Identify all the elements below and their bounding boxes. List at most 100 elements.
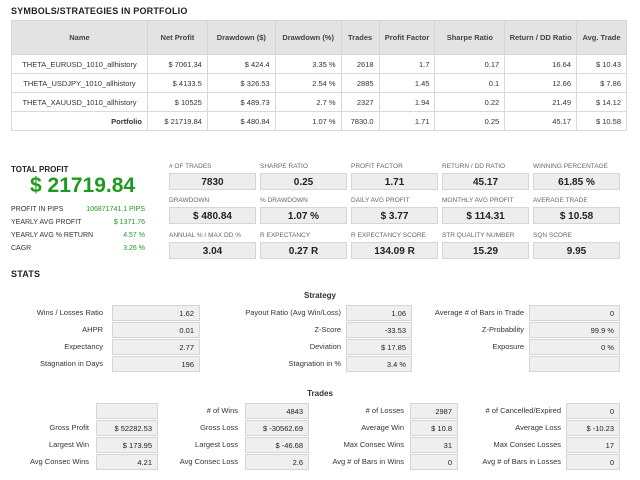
metric-label: % DRAWDOWN: [260, 197, 308, 204]
col-header-drawdown-pct[interactable]: Drawdown (%): [274, 20, 342, 55]
metric-winning-percentage: WINNING PERCENTAGE 61.85 %: [533, 163, 620, 190]
table-row[interactable]: THETA_EURUSD_1010_allhistory $ 7061.34 $…: [11, 54, 627, 74]
metric-drawdown: DRAWDOWN $ 480.84: [169, 197, 256, 224]
total-profit-label: TOTAL PROFIT: [11, 165, 69, 174]
stat-label: Largest Win: [48, 440, 89, 449]
col-header-sharpe-ratio[interactable]: Sharpe Ratio: [434, 20, 506, 55]
stat-value: -33.53: [346, 322, 412, 338]
col-header-avg-trade[interactable]: Avg. Trade: [576, 20, 627, 55]
stat-label: Max Consec Wins: [343, 440, 404, 449]
summary-row-cagr: CAGR 3.26 %: [11, 245, 145, 252]
metric-value: 45.17: [442, 173, 529, 190]
cell-net-profit: $ 4133.5: [146, 73, 208, 93]
cell-drawdown-pct: 3.35 %: [274, 54, 342, 74]
summary-label: PROFIT IN PIPS: [11, 206, 64, 213]
metric-str-quality-number: STR QUALITY NUMBER 15.29: [442, 232, 529, 259]
cell-name: Portfolio: [11, 111, 148, 131]
stat-value: 0.01: [112, 322, 200, 338]
metric-label: ANNUAL % / MAX DD %: [169, 232, 241, 239]
metric-value: $ 10.58: [533, 207, 620, 224]
stat-label: Average # of Bars in Trade: [434, 308, 524, 317]
cell-net-profit: $ 21719.84: [146, 111, 208, 131]
metric-label: SQN SCORE: [533, 232, 573, 239]
stat-label: AHPR: [82, 325, 103, 334]
cell-profit-factor: 1.7: [378, 54, 436, 74]
stat-label: Stagnation in %: [288, 359, 341, 368]
cell-avg-trade: $ 10.58: [576, 111, 627, 131]
metric-value: 134.09 R: [351, 242, 438, 259]
stat-value: 31: [410, 437, 458, 453]
stat-value: 1.06: [346, 305, 412, 321]
stat-label: [5, 403, 89, 419]
metric-value: 1.07 %: [260, 207, 347, 224]
table-row-portfolio-total[interactable]: Portfolio $ 21719.84 $ 480.84 1.07 % 783…: [11, 111, 627, 131]
stat-label: Largest Loss: [195, 440, 238, 449]
cell-sharpe-ratio: 0.17: [434, 54, 506, 74]
stat-value: $ 52282.53: [96, 420, 158, 436]
cell-return-dd: 45.17: [504, 111, 578, 131]
cell-profit-factor: 1.71: [378, 111, 436, 131]
cell-name: THETA_USDJPY_1010_allhistory: [11, 73, 148, 93]
cell-return-dd: 16.64: [504, 54, 578, 74]
metric-label: # OF TRADES: [169, 163, 212, 170]
col-header-net-profit[interactable]: Net Profit: [146, 20, 208, 55]
metric-value: 0.25: [260, 173, 347, 190]
stat-label: Stagnation in Days: [40, 359, 103, 368]
stat-label: Expectancy: [64, 342, 103, 351]
stat-label: Avg Consec Wins: [29, 457, 89, 466]
cell-avg-trade: $ 7.86: [576, 73, 627, 93]
summary-label: YEARLY AVG PROFIT: [11, 219, 82, 226]
stat-value: 0: [566, 403, 620, 419]
metric-value: $ 3.77: [351, 207, 438, 224]
summary-label: CAGR: [11, 245, 32, 252]
stat-value: 1.62: [112, 305, 200, 321]
stat-value: $ 17.85: [346, 339, 412, 355]
metric-value: 7830: [169, 173, 256, 190]
stat-value: 0: [566, 454, 620, 470]
summary-row-profit-pips: PROFIT IN PIPS 106871741.1 PIPS: [11, 206, 145, 213]
col-header-trades[interactable]: Trades: [340, 20, 380, 55]
cell-net-profit: $ 10525: [146, 92, 208, 112]
metric-average-trade: AVERAGE TRADE $ 10.58: [533, 197, 620, 224]
cell-trades: 2327: [340, 92, 380, 112]
stat-value: 0 %: [529, 339, 620, 355]
table-row[interactable]: THETA_USDJPY_1010_allhistory $ 4133.5 $ …: [11, 73, 627, 93]
stat-value: [96, 403, 158, 419]
metric-label: WINNING PERCENTAGE: [533, 163, 608, 170]
col-header-drawdown-usd[interactable]: Drawdown ($): [206, 20, 276, 55]
cell-avg-trade: $ 10.43: [576, 54, 627, 74]
stat-label: Gross Profit: [49, 423, 89, 432]
metric-r-expectancy-score: R EXPECTANCY SCORE 134.09 R: [351, 232, 438, 259]
cell-profit-factor: 1.94: [378, 92, 436, 112]
metric-value: 0.27 R: [260, 242, 347, 259]
stat-value: $ -10.23: [566, 420, 620, 436]
cell-trades: 7830.0: [340, 111, 380, 131]
col-header-name[interactable]: Name: [11, 20, 148, 55]
metric-daily-avg-profit: DAILY AVG PROFIT $ 3.77: [351, 197, 438, 224]
stat-label: Avg Consec Loss: [179, 457, 238, 466]
metric-value: $ 114.31: [442, 207, 529, 224]
summary-row-yearly-avg-profit: YEARLY AVG PROFIT $ 1371.76: [11, 219, 145, 226]
table-row[interactable]: THETA_XAUUSD_1010_allhistory $ 10525 $ 4…: [11, 92, 627, 112]
col-header-return-dd[interactable]: Return / DD Ratio: [504, 20, 578, 55]
stat-value: $ -30562.69: [245, 420, 309, 436]
cell-name: THETA_XAUUSD_1010_allhistory: [11, 92, 148, 112]
portfolio-table: Name Net Profit Drawdown ($) Drawdown (%…: [11, 20, 627, 131]
cell-trades: 2885: [340, 73, 380, 93]
col-header-profit-factor[interactable]: Profit Factor: [378, 20, 436, 55]
metric-return-dd: RETURN / DD RATIO 45.17: [442, 163, 529, 190]
metric-label: AVERAGE TRADE: [533, 197, 588, 204]
stat-value: 0: [410, 454, 458, 470]
cell-trades: 2618: [340, 54, 380, 74]
metric-sharpe-ratio: SHARPE RATIO 0.25: [260, 163, 347, 190]
cell-profit-factor: 1.45: [378, 73, 436, 93]
stat-label: Wins / Losses Ratio: [36, 308, 103, 317]
metric-sqn-score: SQN SCORE 9.95: [533, 232, 620, 259]
cell-sharpe-ratio: 0.22: [434, 92, 506, 112]
cell-drawdown-usd: $ 424.4: [206, 54, 276, 74]
stat-value: 99.9 %: [529, 322, 620, 338]
metric-value: 15.29: [442, 242, 529, 259]
metric-label: DRAWDOWN: [169, 197, 210, 204]
stat-label: # of Wins: [206, 406, 238, 415]
summary-value: 3.26 %: [123, 245, 145, 252]
